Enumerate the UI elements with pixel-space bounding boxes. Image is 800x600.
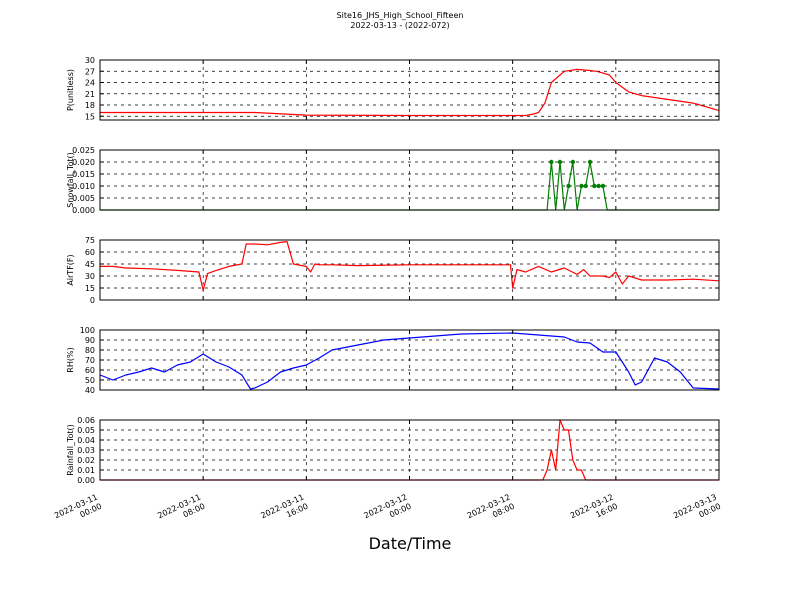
y-axis-label: P(unitless) [66, 69, 75, 111]
y-tick-label: 40 [85, 386, 95, 395]
y-tick-label: 100 [80, 326, 95, 335]
y-tick-label: 0.000 [72, 206, 95, 215]
data-point [566, 183, 571, 189]
y-axis-label: AirTF(F) [66, 254, 75, 285]
y-tick-label: 70 [85, 356, 95, 365]
y-tick-label: 30 [85, 272, 95, 281]
y-tick-label: 0.04 [77, 436, 95, 445]
data-point [587, 159, 593, 165]
data-point [570, 159, 576, 165]
y-tick-label: 0.00 [77, 476, 95, 485]
series-line [100, 68, 720, 117]
y-tick-label: 15 [85, 112, 95, 121]
y-tick-label: 50 [85, 376, 95, 385]
y-tick-label: 0.01 [77, 466, 95, 475]
y-tick-label: 0.005 [72, 194, 95, 203]
y-tick-label: 0.06 [77, 416, 95, 425]
chart-panel-5: 0.000.010.020.030.040.050.06Rainfall_Tot… [66, 416, 720, 485]
data-point [592, 183, 597, 189]
y-tick-label: 0.03 [77, 446, 95, 455]
y-tick-label: 0.05 [77, 426, 95, 435]
y-tick-label: 75 [85, 236, 95, 245]
data-point [557, 159, 563, 165]
chart-panel-1: 15 18 21 24 27 30 P(unitless) [66, 56, 720, 121]
data-point [596, 183, 601, 189]
y-tick-label: 18 [85, 101, 95, 110]
chart-panel-3: 0 15 30 45 60 75 AirTF(F) [66, 236, 720, 305]
y-tick-label: 45 [85, 260, 95, 269]
y-tick-label: 30 [85, 56, 95, 65]
x-axis-title: Date/Time [368, 534, 452, 553]
series-line [99, 332, 720, 390]
chart-subtitle: 2022-03-13 - (2022-072) [350, 21, 450, 30]
data-point [579, 183, 584, 189]
data-point [600, 183, 606, 189]
y-tick-label: 80 [85, 346, 95, 355]
series-line [100, 241, 720, 291]
y-tick-label: 0.015 [72, 170, 95, 179]
y-tick-label: 0.025 [72, 146, 95, 155]
y-axis-label: Snowfall_Tot() [66, 152, 75, 208]
y-tick-label: 0.020 [72, 158, 95, 167]
y-tick-label: 24 [85, 79, 95, 88]
y-tick-label: 60 [85, 366, 95, 375]
y-tick-label: 90 [85, 336, 95, 345]
y-axis-label: Rainfall_Tot() [66, 424, 75, 476]
series-line [100, 419, 719, 481]
chart-panel-2: 0.000 0.005 0.010 0.015 0.020 0.025Snowfall_T… [66, 146, 720, 215]
y-tick-label: 15 [85, 284, 95, 293]
y-tick-label: 27 [85, 67, 95, 76]
y-tick-label: 0.010 [72, 182, 95, 191]
y-tick-label: 60 [85, 248, 95, 257]
y-axis-label: RH(%) [66, 347, 75, 372]
series-line [100, 161, 719, 211]
chart-title: Site16_JHS_High_School_Fifteen [336, 11, 464, 20]
data-point [549, 159, 554, 165]
y-tick-label: 0 [90, 296, 95, 305]
y-tick-label: 0.02 [77, 456, 95, 465]
y-tick-label: 21 [85, 90, 95, 99]
data-point [583, 183, 588, 189]
